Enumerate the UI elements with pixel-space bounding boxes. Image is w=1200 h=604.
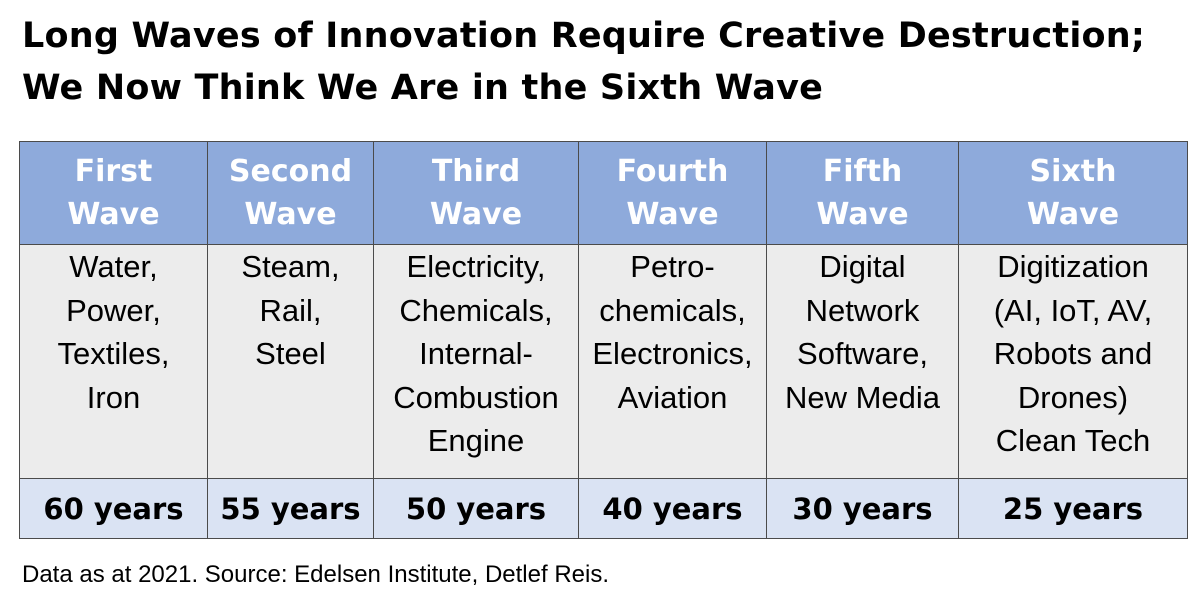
wave-header-first: First Wave <box>19 141 208 245</box>
duration-cell-sixth: 25 years <box>958 478 1188 539</box>
technology-line: Internal- <box>419 336 533 371</box>
technology-line: Steel <box>255 336 326 371</box>
technology-line: New Media <box>784 379 941 415</box>
technology-cell-fifth: Digital Network Software, New Media <box>766 244 959 479</box>
technology-line: chemicals, <box>599 292 746 328</box>
wave-name-line: Second <box>228 154 353 189</box>
wave-header-fifth: Fifth Wave <box>766 141 959 245</box>
wave-name-line: Sixth <box>1029 154 1117 189</box>
source-note: Data as at 2021. Source: Edelsen Institu… <box>22 561 609 588</box>
wave-name-line: Fourth <box>616 154 729 189</box>
duration-cell-fifth: 30 years <box>766 478 959 539</box>
wave-technology-row: Water, Power, Textiles, Iron Steam, Rail… <box>19 244 1188 479</box>
wave-name-line: Wave <box>67 197 160 232</box>
wave-name-line: Fifth <box>822 154 903 189</box>
wave-name-line: Wave <box>816 197 909 232</box>
technology-line: Steam, <box>241 249 340 284</box>
wave-name-line: Wave <box>626 197 719 232</box>
technology-line: Petro- <box>630 249 715 284</box>
technology-line: Chemicals, <box>399 292 553 328</box>
technology-line: Digitization <box>997 249 1149 284</box>
technology-line: Engine <box>427 423 525 458</box>
wave-name-line: Wave <box>429 197 523 232</box>
technology-cell-first: Water, Power, Textiles, Iron <box>19 244 208 479</box>
technology-line: Drones) <box>1017 379 1129 415</box>
technology-cell-third: Electricity, Chemicals, Internal- Combus… <box>373 244 579 479</box>
technology-line: Textiles, <box>57 336 170 371</box>
technology-line: Combustion <box>393 379 559 415</box>
wave-header-second: Second Wave <box>207 141 374 245</box>
technology-line: Software, <box>797 336 928 371</box>
duration-cell-fourth: 40 years <box>578 478 767 539</box>
technology-line: (AI, IoT, AV, <box>993 292 1153 328</box>
wave-name-line: Third <box>431 154 521 189</box>
duration-cell-second: 55 years <box>207 478 374 539</box>
technology-line: Robots and <box>993 336 1153 371</box>
duration-cell-first: 60 years <box>19 478 208 539</box>
wave-header-row: First Wave Second Wave Third Wave Fourth… <box>19 141 1188 245</box>
technology-cell-sixth: Digitization (AI, IoT, AV, Robots and Dr… <box>958 244 1188 479</box>
technology-line: Clean Tech <box>995 423 1151 458</box>
waves-table: First Wave Second Wave Third Wave Fourth… <box>19 141 1188 539</box>
wave-name-line: First <box>74 154 153 189</box>
wave-header-fourth: Fourth Wave <box>578 141 767 245</box>
wave-duration-row: 60 years 55 years 50 years 40 years 30 y… <box>19 478 1188 539</box>
wave-header-third: Third Wave <box>373 141 579 245</box>
title-line-2: We Now Think We Are in the Sixth Wave <box>22 68 824 108</box>
technology-line: Aviation <box>617 379 728 415</box>
technology-line: Network <box>805 292 920 328</box>
technology-line: Electricity, <box>406 249 546 284</box>
technology-cell-second: Steam, Rail, Steel <box>207 244 374 479</box>
technology-line: Iron <box>86 379 141 415</box>
page-title: Long Waves of Innovation Require Creativ… <box>22 10 1182 114</box>
technology-line: Water, <box>69 249 158 284</box>
technology-line: Digital <box>819 249 906 284</box>
technology-cell-fourth: Petro- chemicals, Electronics, Aviation <box>578 244 767 479</box>
technology-line: Power, <box>66 292 161 328</box>
wave-name-line: Wave <box>1026 197 1120 232</box>
title-line-1: Long Waves of Innovation Require Creativ… <box>22 16 1146 56</box>
wave-header-sixth: Sixth Wave <box>958 141 1188 245</box>
technology-line: Rail, <box>259 292 322 328</box>
duration-cell-third: 50 years <box>373 478 579 539</box>
technology-line: Electronics, <box>592 336 753 371</box>
wave-name-line: Wave <box>244 197 337 232</box>
